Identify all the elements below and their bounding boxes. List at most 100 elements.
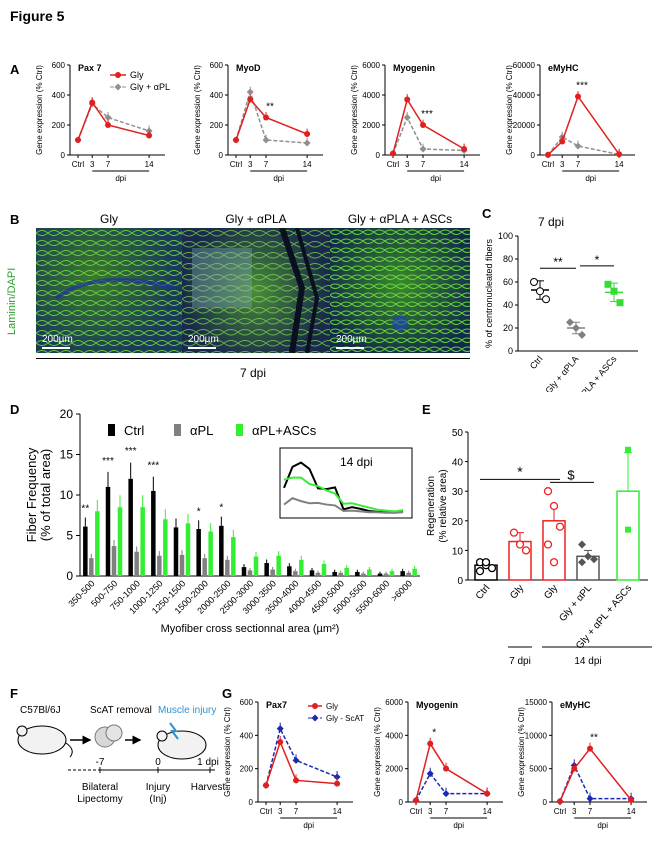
bar-2 [231,537,236,576]
panel-g-legend: Gly Gly - ScAT [308,702,364,723]
chart-title: Pax 7 [78,63,102,73]
bar-0 [400,571,405,576]
xaxis-label: dpi [585,174,596,183]
series-1-line [547,94,620,156]
yaxis-label: Gene expression (% Ctrl) [505,65,514,155]
bar-0 [355,571,360,576]
ytick-label: 30 [452,487,464,498]
tick-1dpi: 1 dpi [197,757,219,768]
bar-group-0: Ctrl [474,558,498,602]
data-point [521,546,531,555]
label-bilateral: Bilateral [82,782,118,793]
panel-c-scatter: 7 dpi 0 20 40 60 80 100 % of centronucleated fi… [484,215,638,392]
data-point [536,287,544,296]
ytick-label: 15000 [525,698,548,707]
ytick-label: 40000 [513,91,536,100]
xtick-label: 3 [428,807,433,816]
data-point [475,566,485,576]
series-1-point [277,739,284,745]
ytick-label: 40 [503,300,513,310]
ytick-label: 20 [503,323,513,333]
panel-b-caption: 7 dpi [239,366,267,380]
series-1-point [304,131,311,137]
inset-title: 14 dpi [340,455,373,469]
xtick-label: 3 [90,160,95,169]
series-2-point [104,114,112,121]
bar-1 [315,572,321,576]
xtick-label: Gly [542,583,560,602]
xtick-label: Gly + αPLA [543,354,580,392]
series-2-point [246,88,254,96]
group-label-14dpi: 14 dpi [574,656,601,667]
series-1-point [334,780,341,787]
bar-2 [185,523,191,576]
significance-mark: ** [553,255,563,269]
bar-2 [344,567,349,576]
ytick-label: 0 [457,576,463,587]
series-1-line [77,100,150,141]
ytick-label: 15 [60,448,74,462]
yaxis-label: Gene expression (% Ctrl) [350,65,359,155]
xaxis-label: dpi [303,821,314,830]
group-1: Gly + αPLA [543,318,586,392]
series-1-line [559,747,632,802]
ytick-label: 50 [452,428,464,439]
mouse-icon-2 [156,722,207,760]
ytick-label: 0 [219,151,224,160]
bar-0 [264,563,269,576]
data-point [549,501,559,511]
series-2-point [419,145,427,153]
data-point [481,558,491,567]
legend-label: Gly - ScAT [326,714,364,723]
inset-14dpi: 14 dpi [279,447,413,519]
series-2-point [303,139,311,147]
ytick-label: 60 [503,277,513,287]
xtick-label: 14 [615,160,624,169]
series-1-point [263,782,269,789]
group-2: Gly + αPLA + ASCs [561,280,624,392]
panel-label-f: F [10,686,18,701]
ytick-label: 0 [399,798,404,807]
xtick-label: Ctrl [554,807,567,816]
ytick-label: 0 [66,569,73,583]
data-point [578,330,586,339]
figure-title: Figure 5 [10,8,65,24]
series-2-point [276,725,284,733]
series-1-point [571,765,578,772]
bar-group-4: Gly + αPL + ASCs [574,446,640,652]
chart-g-0: 0 200 400 600 Pax7 Ctrl 3 7 14 dpi Gene expression… [223,698,353,830]
chart-a-2: 0 2000 4000 6000 Myogenin Ctrl 3 7 14 dpi Gene exp… [350,61,480,183]
data-point [487,564,497,573]
bar-0 [377,573,383,576]
bar-2 [412,568,417,576]
scale-bar-gly: 200µm [42,334,73,345]
data-point [604,280,612,288]
yaxis-label-line1: Fiber Frequency [24,447,39,542]
yaxis-label-line1: Regeneration [426,476,437,536]
step-muscle-injury: Muscle injury [158,705,216,716]
bar-1 [134,551,139,576]
xtick-label: Ctrl [542,160,555,169]
micrograph-gly: 200µm [36,228,182,353]
bar-0 [241,567,247,576]
xtick-label: 14 [145,160,154,169]
ytick-label: 400 [52,91,66,100]
series-1-point [443,765,450,772]
ytick-label: 20000 [513,121,536,130]
data-point [549,558,559,567]
ytick-label: 60000 [513,61,536,70]
bar-1 [247,570,253,576]
chart-title: MyoD [236,63,261,73]
ytick-label: 100 [498,231,513,241]
series-1-point [105,122,112,128]
inset-line-2 [283,476,404,513]
ytick-label: 4000 [362,91,380,100]
xtick-label: 7 [444,807,449,816]
series-2-point [403,114,411,121]
series-1-point [75,137,81,143]
series-2-line [547,136,620,156]
legend-label: αPL+ASCs [252,423,317,438]
data-point [590,555,598,564]
bar-1 [179,554,185,576]
chart-title: Myogenin [416,700,458,710]
